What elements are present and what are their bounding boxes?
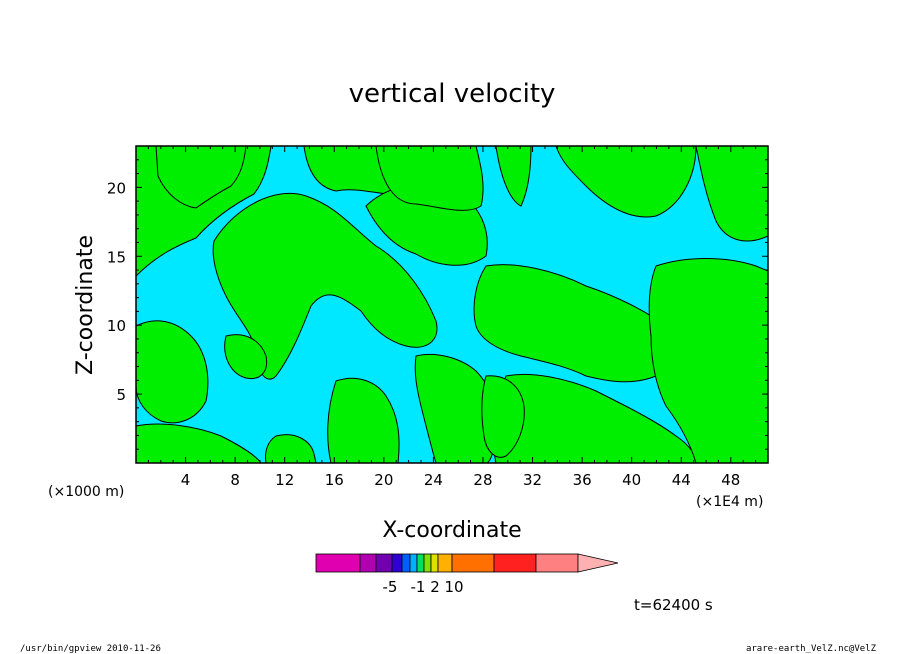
x-tick-label: 36	[573, 471, 592, 489]
positive-velocity-region	[648, 258, 769, 464]
positive-velocity-region	[481, 375, 525, 458]
x-axis-label: X-coordinate	[382, 518, 521, 543]
colorbar-label: -5	[383, 578, 398, 596]
y-axis-label: Z-coordinate	[73, 235, 98, 375]
x-tick-label: 12	[275, 471, 294, 489]
footer-right: arare-earth_VelZ.nc@VelZ	[746, 644, 877, 654]
x-tick-label: 40	[622, 471, 641, 489]
colorbar-arrow	[577, 553, 619, 573]
positive-velocity-region	[495, 145, 532, 207]
positive-velocity-region	[135, 423, 262, 464]
colorbar-segment	[359, 553, 377, 573]
x-tick-label: 20	[374, 471, 393, 489]
y-tick-label: 15	[107, 248, 126, 266]
y-tick-label: 20	[107, 179, 126, 197]
footer-left: /usr/bin/gpview 2010-11-26	[20, 644, 161, 654]
positive-velocity-region	[155, 145, 247, 209]
colorbar-label: 10	[444, 578, 463, 596]
positive-velocity-region	[695, 145, 769, 242]
y-axis-ticks: 5 10 15 20	[107, 159, 768, 450]
colorbar	[315, 553, 619, 573]
colorbar-segment	[451, 553, 495, 573]
x-tick-label: 16	[325, 471, 344, 489]
colorbar-segment	[375, 553, 393, 573]
y-tick-label: 5	[116, 386, 126, 404]
x-unit-right: (×1E4 m)	[696, 494, 763, 510]
colorbar-segment	[416, 553, 425, 573]
positive-velocity-region	[327, 377, 400, 464]
x-tick-label: 48	[721, 471, 740, 489]
plot-frame	[135, 145, 769, 464]
positive-velocity-region	[135, 320, 209, 424]
colorbar-segment	[430, 553, 439, 573]
colorbar-labels: -5 -1 2 10	[383, 578, 464, 596]
x-axis-ticks: 4 8 12 16 20 24 28 32 36 40 44 48	[147, 146, 757, 489]
x-tick-label: 8	[230, 471, 240, 489]
colorbar-segment	[391, 553, 403, 573]
positive-velocity-region	[473, 264, 676, 383]
y-tick-label: 10	[107, 317, 126, 335]
colorbar-segment	[535, 553, 579, 573]
colorbar-segment	[437, 553, 453, 573]
x-tick-label: 32	[523, 471, 542, 489]
x-tick-label: 44	[672, 471, 691, 489]
colorbar-segment	[423, 553, 432, 573]
colorbar-segment	[493, 553, 537, 573]
x-tick-label: 4	[181, 471, 191, 489]
time-label: t=62400 s	[634, 596, 713, 614]
colorbar-label: -1	[411, 578, 426, 596]
chart-title: vertical velocity	[349, 79, 556, 109]
x-tick-label: 24	[424, 471, 443, 489]
colorbar-segment	[409, 553, 418, 573]
positive-velocity-region	[224, 334, 268, 380]
positive-velocity-region	[555, 145, 697, 218]
x-unit-left: (×1000 m)	[48, 484, 124, 500]
x-tick-label: 28	[473, 471, 492, 489]
colorbar-label: 2	[430, 578, 440, 596]
positive-velocity-region	[375, 145, 484, 211]
colorbar-segment	[401, 553, 411, 573]
positive-velocity-regions	[135, 145, 769, 464]
colorbar-segment	[315, 553, 361, 573]
